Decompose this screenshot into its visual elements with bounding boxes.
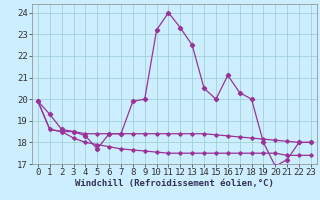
X-axis label: Windchill (Refroidissement éolien,°C): Windchill (Refroidissement éolien,°C)	[75, 179, 274, 188]
